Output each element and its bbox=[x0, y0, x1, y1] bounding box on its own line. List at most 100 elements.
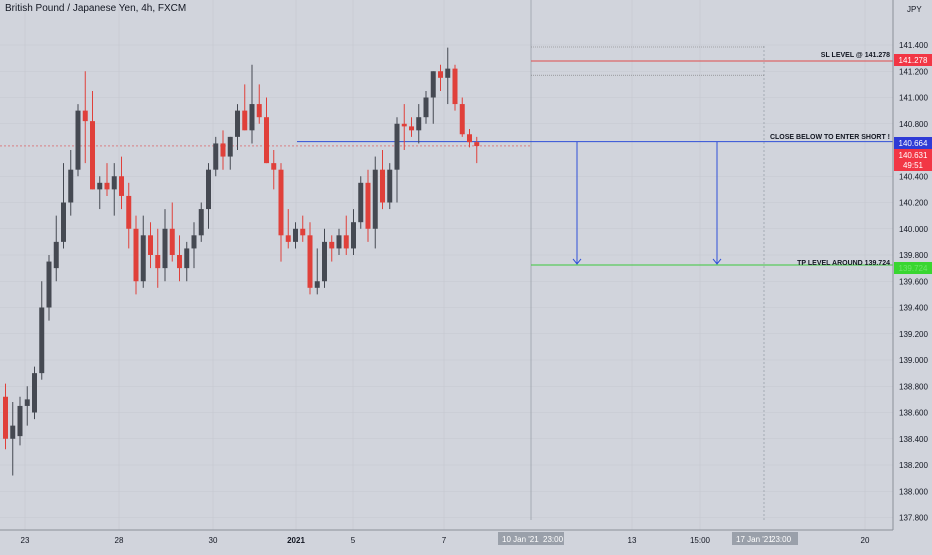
time-axis[interactable] bbox=[0, 530, 932, 550]
svg-text:17 Jan '21: 17 Jan '21 bbox=[736, 535, 773, 544]
price-tick-label: 138.600 bbox=[899, 409, 928, 418]
candle-body bbox=[358, 182, 364, 223]
candle-body bbox=[474, 142, 480, 147]
candle-body bbox=[249, 104, 255, 131]
sl-price-label: 141.278 bbox=[894, 54, 932, 66]
price-tick-label: 140.400 bbox=[899, 172, 928, 181]
price-tick-label: 138.800 bbox=[899, 382, 928, 391]
time-tick-label: 20 bbox=[861, 536, 870, 545]
candle-body bbox=[256, 104, 262, 118]
candle-body bbox=[445, 68, 451, 78]
price-tick-label: 139.400 bbox=[899, 304, 928, 313]
candle-body bbox=[191, 235, 197, 249]
price-tick-label: 138.400 bbox=[899, 435, 928, 444]
candle-body bbox=[409, 126, 414, 131]
candle-body bbox=[220, 143, 226, 157]
candle-body bbox=[75, 110, 81, 170]
svg-text:23:00: 23:00 bbox=[771, 535, 792, 544]
price-tick-label: 140.000 bbox=[899, 225, 928, 234]
candle-body bbox=[140, 235, 146, 282]
candle-body bbox=[155, 255, 161, 269]
sl-annotation: SL LEVEL @ 141.278 bbox=[821, 52, 890, 59]
price-tick-label: 140.800 bbox=[899, 120, 928, 129]
candle-body bbox=[3, 396, 8, 439]
candle-body bbox=[97, 182, 103, 190]
candle-body bbox=[177, 255, 182, 269]
price-axis[interactable] bbox=[893, 0, 932, 550]
price-tick-label: 140.200 bbox=[899, 199, 928, 208]
candle-body bbox=[235, 110, 240, 137]
time-tick-label: 7 bbox=[442, 536, 447, 545]
target-arrows bbox=[572, 141, 722, 265]
candle-body bbox=[343, 235, 349, 249]
candle-body bbox=[169, 228, 175, 255]
price-tick-label: 139.600 bbox=[899, 277, 928, 286]
candle-body bbox=[162, 228, 168, 269]
candle-body bbox=[285, 235, 291, 242]
arrow-head bbox=[572, 258, 582, 265]
time-tick-label: 28 bbox=[115, 536, 124, 545]
candle-body bbox=[32, 373, 37, 413]
svg-text:10 Jan '21: 10 Jan '21 bbox=[502, 535, 539, 544]
candle-body bbox=[119, 176, 124, 196]
candle-body bbox=[271, 163, 277, 170]
candle-body bbox=[264, 117, 269, 164]
time-tick-label: 2021 bbox=[287, 536, 305, 545]
candle-body bbox=[206, 169, 211, 210]
tp-annotation: TP LEVEL AROUND 139.724 bbox=[797, 260, 890, 267]
entry-annotation: CLOSE BELOW TO ENTER SHORT ! bbox=[770, 134, 890, 141]
candle-body bbox=[24, 399, 30, 406]
svg-text:141.278: 141.278 bbox=[899, 56, 928, 65]
price-tick-label: 138.000 bbox=[899, 487, 928, 496]
annotations: SL LEVEL @ 141.278 CLOSE BELOW TO ENTER … bbox=[770, 52, 890, 267]
candle-body bbox=[104, 182, 110, 190]
entry-price-label: 140.664 bbox=[894, 137, 932, 149]
time-tick-label: 13 bbox=[628, 536, 637, 545]
price-tick-label: 137.800 bbox=[899, 514, 928, 523]
price-ticks: 141.400 141.200 141.000 140.800 140.400 140.2… bbox=[899, 41, 928, 523]
candle-body bbox=[126, 195, 132, 229]
time-tick-label: 30 bbox=[209, 536, 218, 545]
candle-body bbox=[213, 143, 219, 170]
symbol-title: British Pound / Japanese Yen, 4h, FXCM bbox=[5, 3, 187, 14]
svg-text:140.664: 140.664 bbox=[899, 139, 928, 148]
last-price-label: 140.631 49:51 bbox=[894, 149, 932, 171]
candle-body bbox=[351, 222, 356, 249]
time-crosshair-label-right: 17 Jan '21 23:00 bbox=[732, 532, 798, 545]
candle-body bbox=[46, 261, 52, 308]
candle-body bbox=[430, 71, 436, 98]
candle-body bbox=[401, 123, 407, 127]
candle-body bbox=[394, 123, 400, 170]
countdown: 49:51 bbox=[903, 161, 924, 170]
candle-body bbox=[68, 169, 74, 203]
time-ticks: 23 28 30 2021 5 7 13 15:00 20 bbox=[21, 536, 870, 545]
time-tick-label: 5 bbox=[351, 536, 356, 545]
price-tick-label: 139.200 bbox=[899, 330, 928, 339]
price-tick-label: 138.200 bbox=[899, 461, 928, 470]
candle-body bbox=[39, 307, 45, 374]
svg-text:140.631: 140.631 bbox=[899, 151, 928, 160]
price-tick-label: 139.000 bbox=[899, 356, 928, 365]
time-crosshair-label-left: 10 Jan '21 23:00 bbox=[498, 532, 564, 545]
time-tick-label: 15:00 bbox=[690, 536, 711, 545]
candle-body bbox=[111, 176, 117, 190]
candle-body bbox=[184, 248, 190, 269]
candle-body bbox=[242, 110, 248, 131]
candle-body bbox=[380, 169, 385, 203]
candle-body bbox=[198, 209, 204, 236]
price-tick-label: 141.000 bbox=[899, 94, 928, 103]
candle-body bbox=[307, 235, 313, 288]
candle-body bbox=[467, 134, 472, 143]
candle-body bbox=[90, 121, 95, 190]
candle-body bbox=[459, 104, 465, 135]
candle-body bbox=[148, 235, 153, 255]
candle-body bbox=[423, 97, 429, 118]
candle-body bbox=[387, 169, 393, 203]
candle-body bbox=[278, 169, 284, 236]
candle-body bbox=[10, 425, 16, 439]
candle-body bbox=[61, 202, 66, 242]
candle-body bbox=[336, 235, 342, 249]
svg-text:23:00: 23:00 bbox=[543, 535, 564, 544]
candle-body bbox=[365, 182, 371, 229]
